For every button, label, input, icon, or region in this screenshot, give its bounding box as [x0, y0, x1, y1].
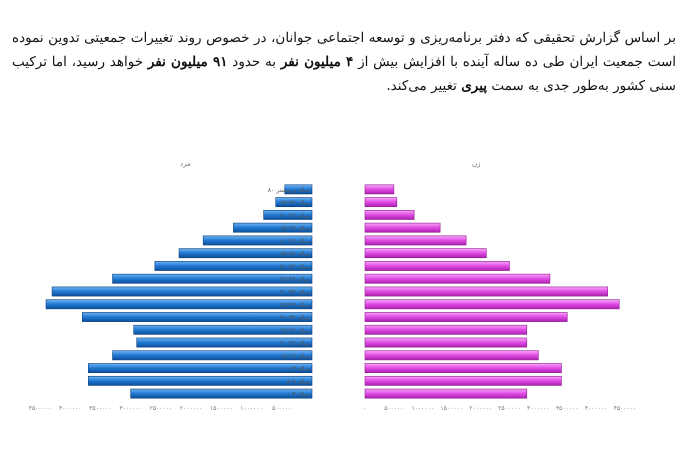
- male-bar: [45, 299, 313, 310]
- male-bar: [284, 184, 313, 195]
- age-group-label: ۶۵-۶۹ ساله: [280, 225, 310, 232]
- age-group-label: ۰-۴ ساله: [287, 391, 310, 398]
- age-group-label: ۷۰-۷۴ ساله: [280, 212, 310, 219]
- age-group-label: ۳۵-۳۹ ساله: [280, 302, 310, 309]
- paragraph-text-1: بر اساس گزارش تحقیقی که دفتر برنامه‌ریزی…: [12, 30, 677, 70]
- female-bar: [364, 248, 487, 259]
- male-bar: [263, 210, 313, 220]
- male-axis-tick: ۱۵۰۰۰۰۰: [210, 405, 233, 412]
- male-axis-tick: ۵۰۰۰۰۰: [272, 405, 291, 412]
- female-axis-tick: ۳۵۰۰۰۰۰: [556, 405, 579, 412]
- male-bar: [178, 248, 313, 259]
- male-bar: [112, 350, 313, 361]
- age-group-label: ۵۵-۵۹ ساله: [280, 251, 310, 258]
- female-bar: [364, 273, 551, 284]
- female-bar: [364, 375, 562, 386]
- age-group-label: ۶۰-۶۴ ساله: [280, 238, 310, 245]
- female-axis-tick: ۱۰۰۰۰۰۰: [411, 405, 434, 412]
- female-bar: [364, 261, 510, 271]
- paragraph-text-2: به حدود: [227, 54, 281, 70]
- age-group-label: ۵-۹ ساله: [287, 378, 310, 385]
- female-bar: [364, 197, 398, 208]
- male-bar: [112, 273, 313, 284]
- female-axis-tick: ۲۰۰۰۰۰۰: [469, 405, 492, 412]
- male-bar: [154, 261, 313, 271]
- age-group-label: ۱۵-۱۹ ساله: [280, 353, 310, 360]
- male-bar: [136, 337, 313, 348]
- male-axis-tick: ۱۰۰۰۰۰۰: [240, 405, 263, 412]
- male-axis-tick: ۳۵۰۰۰۰۰: [89, 405, 112, 412]
- male-bar: [133, 324, 313, 335]
- male-bar: [88, 363, 313, 373]
- female-axis-tick: ۴۵۰۰۰۰۰: [614, 405, 637, 412]
- female-axis-tick: ۳۰۰۰۰۰۰: [527, 405, 550, 412]
- intro-paragraph: بر اساس گزارش تحقیقی که دفتر برنامه‌ریزی…: [12, 26, 676, 98]
- age-group-label: ۱۰-۱۴ ساله: [280, 366, 310, 373]
- male-axis-tick: ۲۵۰۰۰۰۰: [150, 405, 173, 412]
- female-bar: [364, 222, 441, 233]
- female-bar: [364, 388, 528, 399]
- female-axis-tick: ۰: [363, 405, 366, 412]
- paragraph-text-3: خواهد رسید، اما ترکیب سنی کشور به‌طور جد…: [12, 54, 676, 94]
- female-axis-tick: ۴۰۰۰۰۰۰: [585, 405, 608, 412]
- male-bar: [130, 388, 313, 399]
- age-group-label: ۲۵-۲۹ ساله: [280, 327, 310, 334]
- female-bar: [364, 184, 395, 195]
- paragraph-bold-3: پیری: [461, 78, 488, 94]
- male-bar: [202, 235, 313, 246]
- male-axis-tick: ۲۰۰۰۰۰۰: [180, 405, 203, 412]
- female-panel-title: زن: [472, 160, 481, 168]
- female-axis-tick: ۱۵۰۰۰۰۰: [440, 405, 463, 412]
- female-bar: [364, 350, 539, 361]
- male-bar: [82, 312, 313, 322]
- paragraph-text-4: تغییر می‌کند.: [386, 78, 462, 94]
- age-group-label: ۸۰ ساله و بیشتر: [268, 187, 310, 194]
- female-bar: [364, 324, 528, 335]
- male-panel-title: مرد: [180, 160, 191, 168]
- paragraph-bold-2: ۹۱ میلیون نفر: [147, 54, 228, 70]
- male-bar: [275, 197, 313, 208]
- male-axis-tick: ۳۰۰۰۰۰۰: [119, 405, 142, 412]
- female-bar: [364, 363, 562, 373]
- age-group-label: ۵۰-۵۴ ساله: [280, 263, 310, 270]
- paragraph-bold-1: ۴ میلیون نفر: [280, 54, 354, 70]
- female-bar: [364, 312, 568, 322]
- male-axis-tick: ۴۰۰۰۰۰۰: [59, 405, 82, 412]
- female-bar: [364, 337, 528, 348]
- female-bar: [364, 286, 608, 297]
- female-bar: [364, 210, 415, 220]
- age-group-label: ۷۵-۷۹ ساله: [280, 200, 310, 207]
- female-axis-tick: ۲۵۰۰۰۰۰: [498, 405, 521, 412]
- age-group-label: ۴۵-۴۹ ساله: [280, 276, 310, 283]
- male-bar: [51, 286, 313, 297]
- age-group-label: ۲۰-۲۴ ساله: [280, 340, 310, 347]
- age-group-label: ۴۰-۴۴ ساله: [280, 289, 310, 296]
- male-bar: [233, 222, 313, 233]
- female-bar: [364, 299, 620, 310]
- male-axis-tick: ۴۵۰۰۰۰۰: [29, 405, 52, 412]
- male-bar: [88, 375, 313, 386]
- female-bar: [364, 235, 467, 246]
- age-group-label: ۳۰-۳۴ ساله: [280, 315, 310, 322]
- female-axis-tick: ۵۰۰۰۰۰: [384, 405, 403, 412]
